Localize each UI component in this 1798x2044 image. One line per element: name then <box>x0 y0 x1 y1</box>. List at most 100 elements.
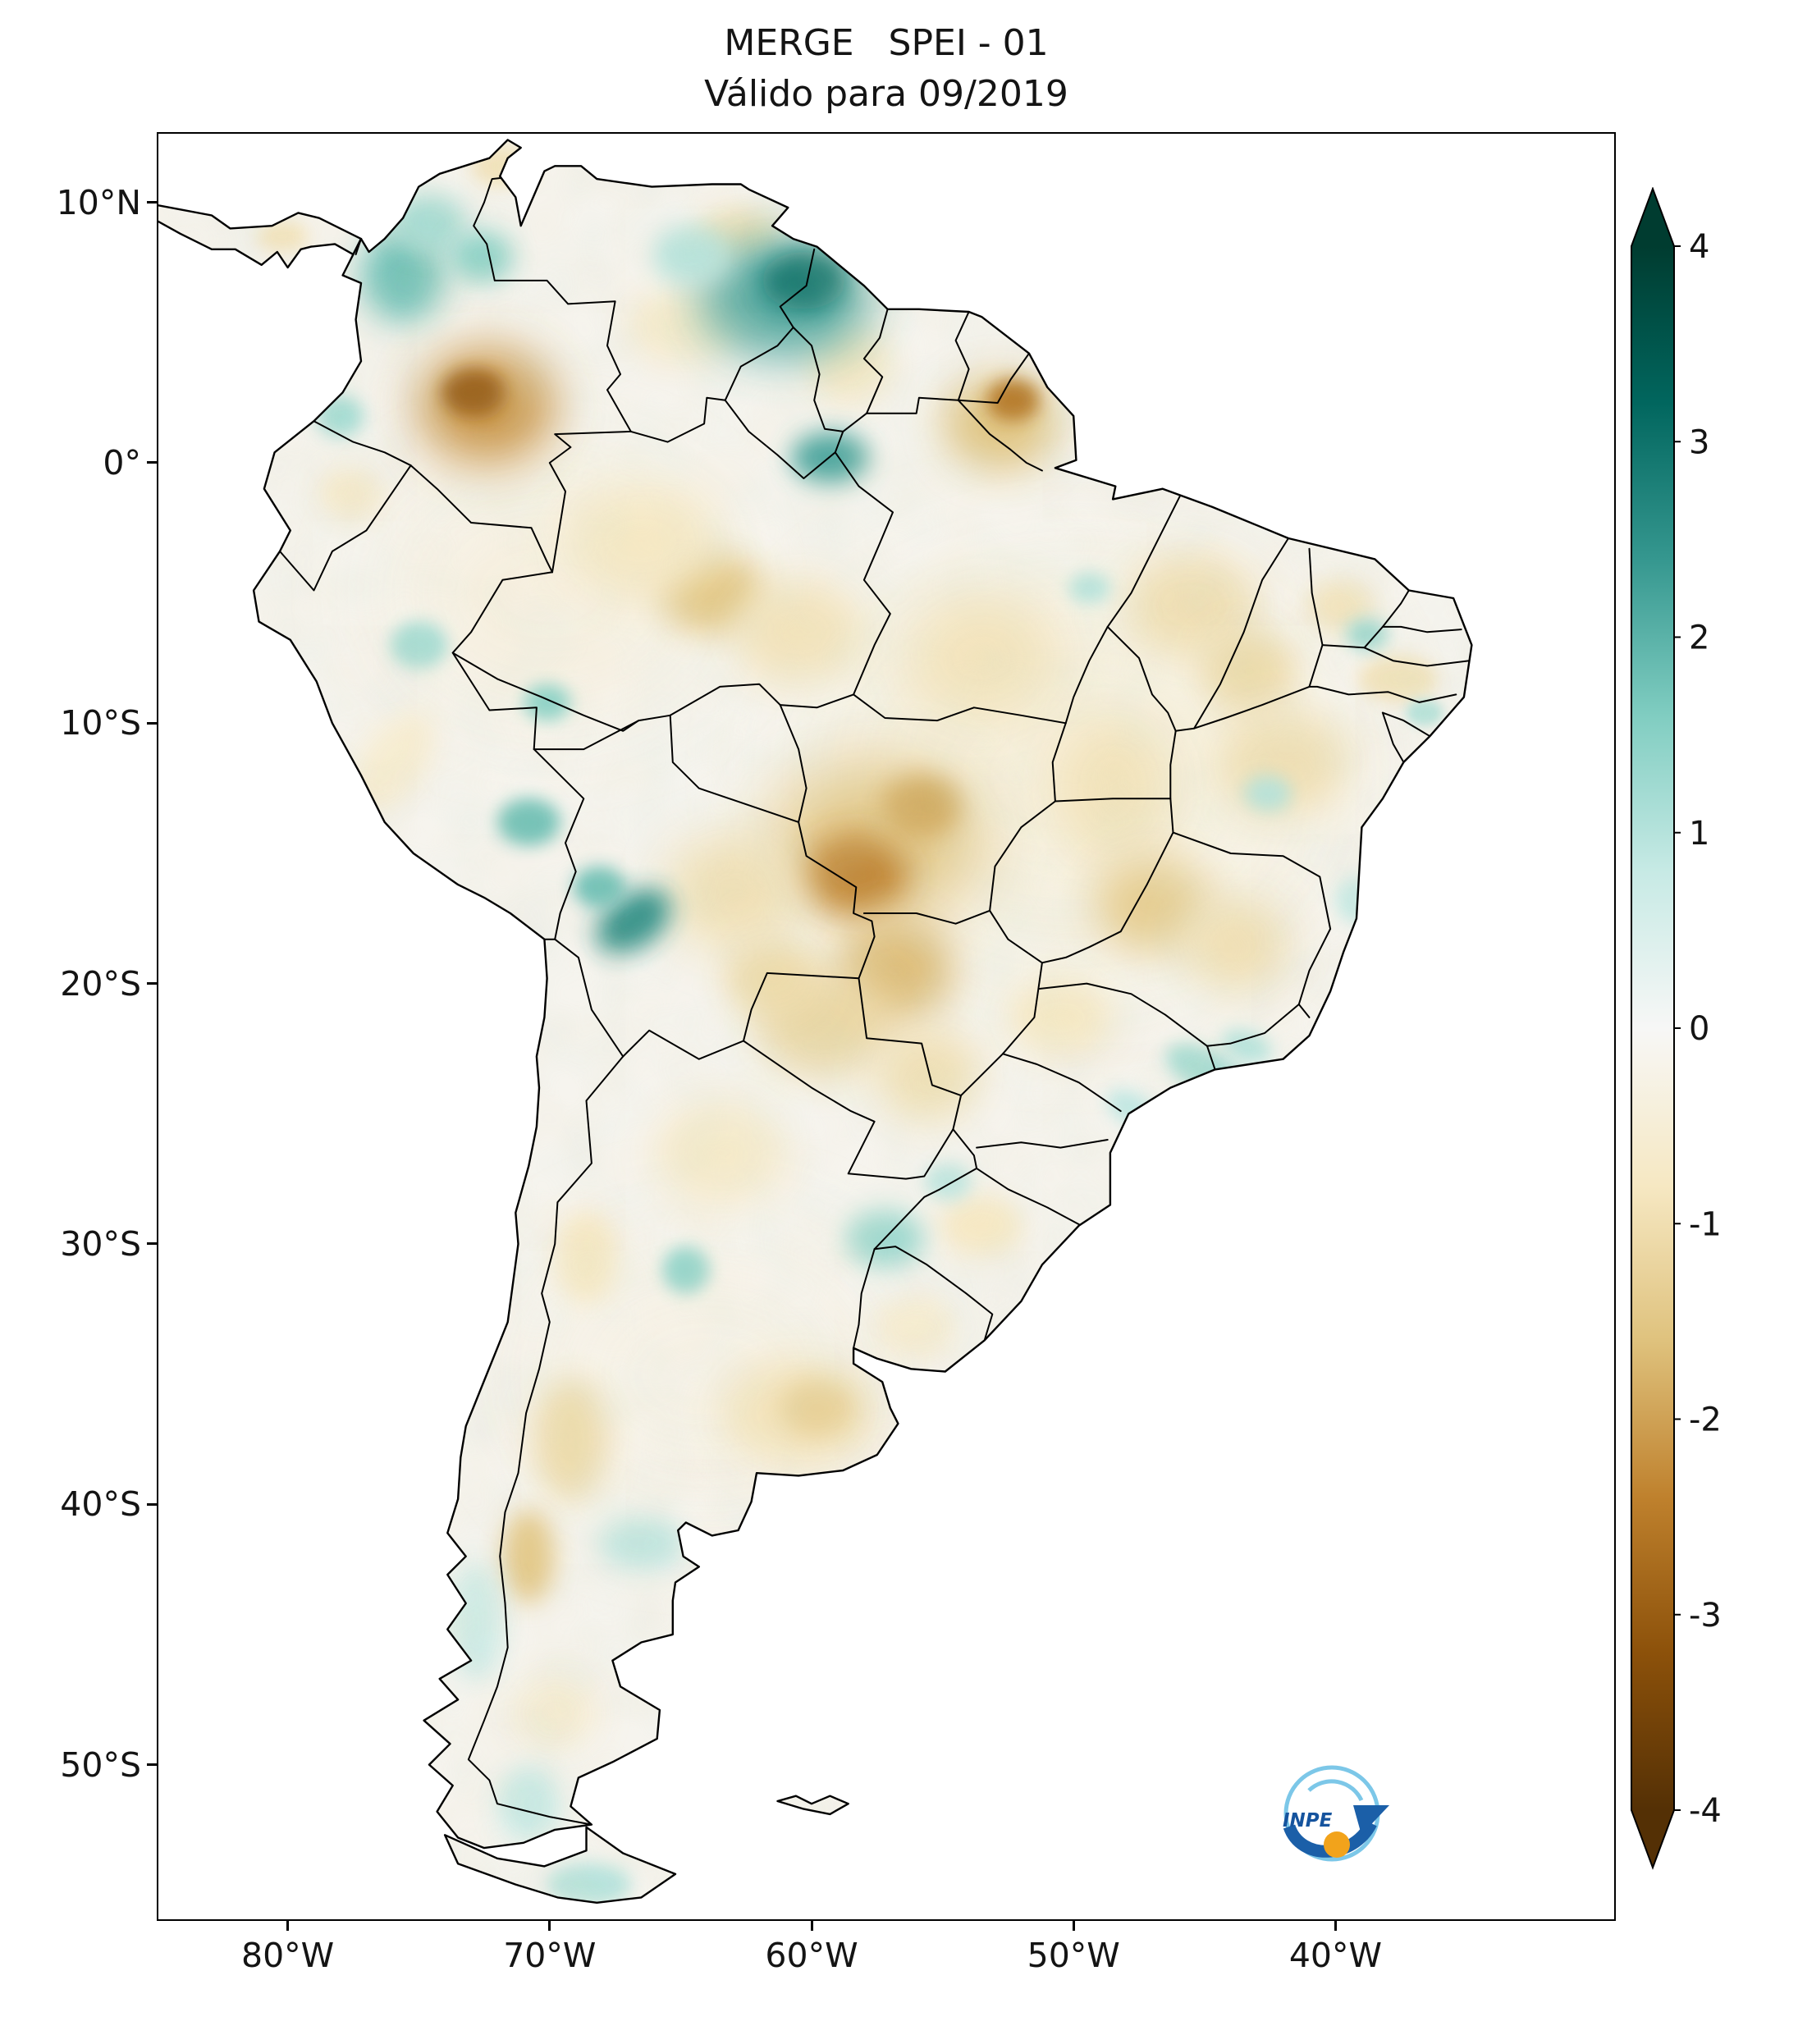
plot-frame <box>157 132 1616 1921</box>
border-state-ba-west <box>1169 729 1177 834</box>
colorbar-tick-label: 0 <box>1689 1010 1709 1048</box>
border-colombia-peru <box>409 464 553 574</box>
inpe-logo: INPE <box>1283 1765 1389 1862</box>
figure-title: MERGE SPEI - 01 <box>724 22 1049 64</box>
border-state-ac-am <box>451 652 640 732</box>
lat-tick-mark <box>147 201 157 204</box>
coastline <box>252 139 1473 1850</box>
lon-tick-mark <box>1072 1921 1075 1931</box>
colorbar-tick-label: -2 <box>1689 1402 1722 1439</box>
colorbar-tick-label: -1 <box>1689 1205 1722 1243</box>
border-bolivia-chile <box>554 938 624 1058</box>
border-colombia-brazil <box>548 430 632 574</box>
border-state-to-go <box>1054 798 1172 803</box>
border-state-rj-sp <box>1206 1045 1216 1071</box>
lat-tick-mark <box>147 461 157 464</box>
boundaries <box>279 175 1471 1826</box>
border-guyana-suriname <box>862 308 889 414</box>
colorbar-tick-label: 2 <box>1689 620 1709 657</box>
border-state-ro-mt <box>779 704 807 823</box>
lon-tick-mark <box>286 1921 290 1931</box>
logo-arrow-head-icon <box>1353 1805 1389 1835</box>
border-state-mt-ms <box>862 909 991 925</box>
texture-teal <box>157 139 1472 1903</box>
border-state-mt-go <box>989 800 1056 912</box>
border-state-pi-ba <box>1193 685 1311 729</box>
border-state-se-ba <box>1381 711 1405 763</box>
border-brazil-uruguay <box>873 1246 994 1342</box>
colorbar-tick-label: -3 <box>1689 1597 1722 1635</box>
border-frguiana-brazil <box>957 352 1030 404</box>
border-state-ro-am <box>669 683 781 716</box>
logo-text: INPE <box>1283 1810 1333 1831</box>
border-state-al-se <box>1381 711 1431 738</box>
lon-tick-label: 80°W <box>240 1936 335 1975</box>
lat-tick-label: 10°N <box>56 182 141 222</box>
border-state-rn-pb <box>1381 625 1462 633</box>
border-paraguay-brazil <box>858 977 962 1131</box>
lat-tick-mark <box>147 982 157 985</box>
colorbar-tick-label: 1 <box>1689 815 1709 853</box>
border-state-ma-pi <box>1174 537 1289 732</box>
lon-tick-mark <box>1334 1921 1337 1931</box>
border-state-rr-am <box>724 399 844 479</box>
colorbar-tick-label: -4 <box>1689 1792 1722 1830</box>
lat-tick-label: 0° <box>103 442 141 482</box>
border-argentina-chile <box>467 1055 624 1826</box>
lon-tick-mark <box>810 1921 813 1931</box>
lat-tick-mark <box>147 1242 157 1246</box>
border-state-pa-to <box>1064 625 1109 725</box>
colorbar-gradient <box>1631 246 1674 1810</box>
figure-title-block: MERGE SPEI - 01 Válido para 09/2019 <box>157 18 1616 121</box>
border-bolivia-paraguay <box>743 972 860 1042</box>
border-state-es-rj <box>1297 1004 1311 1018</box>
border-state-mt-north <box>779 693 1067 725</box>
colorbar-tick-label: 4 <box>1689 228 1709 266</box>
lon-tick-label: 50°W <box>1027 1936 1120 1975</box>
lat-tick-mark <box>147 721 157 725</box>
border-bolivia-argentina <box>622 1029 744 1060</box>
border-state-mg-es <box>1297 928 1332 1005</box>
coastline <box>443 1826 677 1904</box>
border-state-pb-pe <box>1363 647 1471 667</box>
colorbar: 4 3 2 1 0 -1 -2 -3 -4 <box>1631 187 1722 1870</box>
lat-tick-label: 10°S <box>60 703 141 743</box>
border-state-pa-ma <box>1106 493 1183 628</box>
lat-tick-label: 50°S <box>60 1744 141 1785</box>
lat-tick-label: 40°S <box>60 1484 141 1525</box>
border-paraguay-argentina <box>743 1040 954 1180</box>
border-state-mg-ba <box>1172 831 1332 930</box>
border-state-pe-ba <box>1308 685 1457 703</box>
lat-tick-label: 30°S <box>60 1223 141 1264</box>
border-state-mg-rj <box>1206 1004 1300 1047</box>
border-state-ap-pa <box>957 399 1043 472</box>
border-state-mg-sp <box>1038 982 1208 1047</box>
border-venezuela-colombia <box>473 175 632 432</box>
border-state-ms-east <box>960 909 1043 1097</box>
lat-tick-label: 20°S <box>60 963 141 1004</box>
border-brazil-venezuela <box>629 327 794 443</box>
coastline <box>776 1795 849 1816</box>
border-state-pi-ce <box>1308 547 1324 688</box>
border-state-pr-sc <box>976 1139 1109 1149</box>
lat-tick-mark <box>147 1763 157 1767</box>
border-brazil-suriname <box>866 396 959 414</box>
border-state-sc-rs <box>976 1167 1082 1227</box>
border-state-sp-pr <box>1002 1053 1122 1113</box>
lat-tick-mark <box>147 1502 157 1506</box>
lon-tick-label: 60°W <box>765 1936 858 1975</box>
border-state-am-pa <box>834 451 894 696</box>
figure-subtitle: Válido para 09/2019 <box>704 73 1068 116</box>
lon-tick-mark <box>548 1921 551 1931</box>
border-state-ma-to <box>1106 625 1177 732</box>
lon-tick-label: 40°W <box>1288 1936 1383 1975</box>
logo-inner-swirl-icon <box>1307 1779 1364 1802</box>
border-argentina-brazil <box>873 1128 978 1251</box>
map-canvas <box>157 132 1616 1921</box>
border-ecuador-peru <box>279 464 412 592</box>
border-suriname-frguiana <box>954 311 970 401</box>
border-venezuela-guyana <box>779 248 816 328</box>
lon-tick-label: 70°W <box>503 1936 597 1975</box>
logo-orange-dot-icon <box>1324 1831 1350 1858</box>
coastline <box>157 203 363 269</box>
